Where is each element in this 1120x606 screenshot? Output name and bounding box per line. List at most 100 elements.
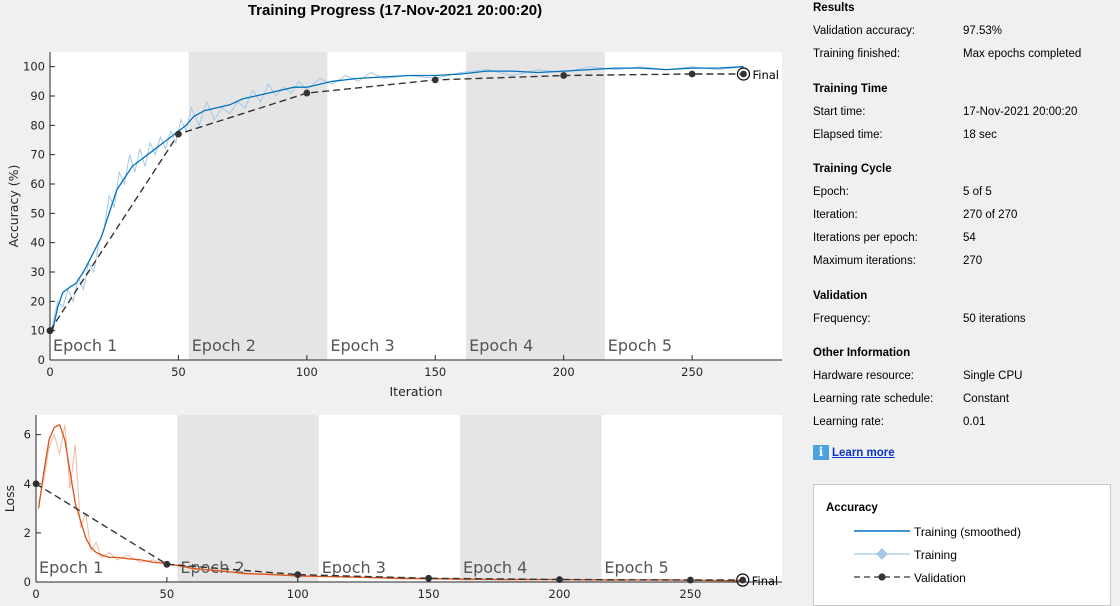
accuracy-validation-point: [431, 76, 439, 84]
epoch-label: Epoch:: [813, 186, 849, 198]
accuracy-x-tick-label: 200: [553, 365, 575, 379]
maximum-iterations-value: 270: [963, 255, 983, 267]
legend-label: Validation: [914, 571, 966, 585]
hardware-resource-value: Single CPU: [963, 370, 1023, 382]
training-plots: Epoch 1 Epoch 2 Epoch 3 Epoch 4 Epoch 5 Final…: [2, 52, 782, 601]
accuracy-y-tick-label: 100: [23, 60, 45, 74]
legend-title: Accuracy: [826, 502, 878, 514]
info-panel: Results Validation accuracy: 97.53% Trai…: [805, 0, 1120, 606]
accuracy-epoch-label: Epoch 3: [330, 336, 394, 355]
loss-epoch-label: Epoch 4: [463, 558, 527, 577]
training-finished-value: Max epochs completed: [963, 48, 1082, 60]
accuracy-y-tick-label: 40: [30, 236, 45, 250]
legend-label: Training: [914, 548, 957, 562]
loss-epoch-label: Epoch 3: [322, 558, 386, 577]
training-cycle-title: Training Cycle: [813, 163, 892, 175]
accuracy-x-tick-label: 250: [681, 365, 703, 379]
validation-accuracy-label: Validation accuracy:: [813, 25, 916, 37]
loss-final-label: Final: [752, 574, 779, 588]
maximum-iterations-label: Maximum iterations:: [813, 255, 916, 267]
loss-validation-point: [294, 571, 302, 579]
accuracy-validation-point: [688, 70, 696, 78]
accuracy-final-marker: [736, 67, 751, 81]
loss-y-tick-label: 6: [24, 428, 31, 442]
iteration-value: 270 of 270: [963, 209, 1018, 221]
accuracy-epoch-band: [466, 52, 605, 360]
loss-x-tick-label: 0: [32, 587, 39, 601]
elapsed-time-value: 18 sec: [963, 129, 997, 141]
learn-more-link[interactable]: Learn more: [832, 446, 895, 459]
learning-rate-schedule-value: Constant: [963, 393, 1010, 405]
accuracy-y-tick-label: 80: [30, 118, 45, 132]
accuracy-y-tick-label: 60: [30, 177, 45, 191]
iterations-per-epoch-value: 54: [963, 232, 976, 244]
smoothed-line-swatch: [854, 530, 910, 532]
loss-x-tick-label: 150: [418, 587, 440, 601]
accuracy-plot-area: [50, 52, 782, 360]
accuracy-y-tick-label: 50: [30, 206, 45, 220]
hardware-resource-label: Hardware resource:: [813, 370, 914, 382]
iteration-label: Iteration:: [813, 209, 858, 221]
loss-x-tick-label: 100: [287, 587, 309, 601]
frequency-label: Frequency:: [813, 313, 871, 325]
accuracy-epoch-label: Epoch 1: [53, 336, 117, 355]
loss-epoch-band: [177, 415, 319, 582]
loss-epoch-label: Epoch 1: [39, 558, 103, 577]
loss-x-tick-label: 250: [679, 587, 701, 601]
accuracy-y-tick-label: 90: [30, 89, 45, 103]
validation-line-swatch: [854, 573, 910, 581]
accuracy-y-tick-label: 70: [30, 148, 45, 162]
iterations-per-epoch-label: Iterations per epoch:: [813, 232, 918, 244]
accuracy-validation-point: [560, 72, 568, 79]
frequency-value: 50 iterations: [963, 313, 1026, 325]
accuracy-y-axis-label: Accuracy (%): [6, 165, 21, 248]
accuracy-final-label: Final: [752, 68, 779, 82]
accuracy-x-tick-label: 150: [424, 365, 446, 379]
results-title: Results: [813, 2, 855, 14]
loss-y-axis-label: Loss: [2, 485, 17, 512]
accuracy-epoch-label: Epoch 2: [192, 336, 256, 355]
accuracy-y-tick-label: 20: [30, 294, 45, 308]
accuracy-x-tick-label: 50: [171, 365, 186, 379]
loss-x-tick-label: 200: [549, 587, 571, 601]
start-time-label: Start time:: [813, 106, 866, 118]
training-finished-label: Training finished:: [813, 48, 901, 60]
other-information-title: Other Information: [813, 347, 911, 359]
training-line-swatch: [854, 548, 910, 560]
accuracy-epoch-label: Epoch 5: [608, 336, 672, 355]
accuracy-epoch-label: Epoch 4: [469, 336, 533, 355]
elapsed-time-label: Elapsed time:: [813, 129, 883, 141]
validation-title: Validation: [813, 290, 868, 302]
legend: Accuracy Training (smoothed) Training Va…: [813, 484, 1111, 606]
validation-accuracy-value: 97.53%: [963, 25, 1003, 37]
learning-rate-label: Learning rate:: [813, 416, 884, 428]
accuracy-epoch-band: [188, 52, 328, 360]
loss-validation-point: [163, 560, 171, 568]
accuracy-validation-point: [303, 89, 311, 97]
loss-epoch-label: Epoch 5: [604, 558, 668, 577]
accuracy-y-tick-label: 30: [30, 265, 45, 279]
loss-epoch-band: [460, 415, 602, 582]
accuracy-x-tick-label: 0: [46, 365, 53, 379]
accuracy-y-tick-label: 0: [38, 353, 45, 367]
accuracy-validation-point: [175, 130, 182, 138]
loss-plot-area: [36, 415, 782, 582]
info-icon: i: [813, 445, 829, 460]
training-time-title: Training Time: [813, 83, 888, 95]
loss-x-tick-label: 50: [160, 587, 175, 601]
accuracy-training-line: [52, 66, 744, 325]
accuracy-validation-point: [740, 70, 747, 78]
learning-rate-schedule-label: Learning rate schedule:: [813, 393, 934, 405]
accuracy-x-tick-label: 100: [296, 365, 318, 379]
legend-label: Training (smoothed): [914, 525, 1021, 539]
start-time-value: 17-Nov-2021 20:00:20: [963, 106, 1078, 118]
learn-more[interactable]: i Learn more: [813, 445, 895, 460]
accuracy-x-axis-label: Iteration: [389, 384, 442, 399]
learning-rate-value: 0.01: [963, 416, 986, 428]
loss-y-tick-label: 0: [24, 575, 31, 589]
accuracy-y-tick-label: 10: [30, 324, 45, 338]
accuracy-smoothed-line: [51, 66, 744, 331]
epoch-value: 5 of 5: [963, 186, 992, 198]
loss-y-tick-label: 4: [24, 477, 31, 491]
loss-y-tick-label: 2: [24, 526, 31, 540]
